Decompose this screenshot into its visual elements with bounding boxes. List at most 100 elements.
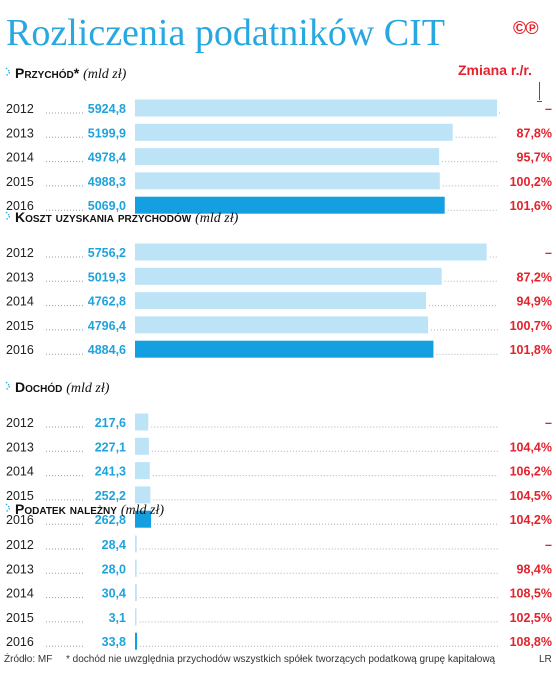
section-1-row-2012-change-label: – [545,102,552,116]
section-2-row-2013-change-label: 87,2% [517,270,552,284]
section-1-row-2015-bar [135,172,440,190]
section-4-row-2012-year-label: 2012 [6,538,34,552]
section-4-row-2016-change-label: 108,8% [510,635,552,649]
section-4-unit: (mld zł) [121,503,165,518]
section-2-row-2014-year-label: 2014 [6,295,34,309]
section-3-row-2012-value-label: 217,6 [95,416,126,430]
section-3-row-2014-value-label: 241,3 [95,465,126,479]
section-2-row-2016-bar [135,340,434,358]
section-2-row-2013-value-label: 5019,3 [88,270,126,284]
section-2-row-2013-year-label: 2013 [6,270,34,284]
section-2-row-2015-change-label: 100,7% [510,319,552,333]
section-1-row-2012-year-label: 2012 [6,102,34,116]
section-3-row-2012-year-label: 2012 [6,416,34,430]
section-1-row-2014-year-label: 2014 [6,151,34,165]
section-4-row-2015-bar [135,608,137,626]
section-4-marker [5,503,11,513]
section-2-row-2016-change-label: 101,8% [510,343,552,357]
section-1-row-2012-value-label: 5924,8 [88,102,126,116]
author-initials: LR [539,654,552,665]
section-4-row-2013-change-label: 98,4% [517,562,552,576]
section-2-row-2016-year-label: 2016 [6,343,34,357]
section-4-row-2013-value-label: 28,0 [102,562,126,576]
section-2-row-2014-bar [135,292,427,310]
section-4-row-2012-change-label: – [545,538,552,552]
section-3-row-2015-year-label: 2015 [6,489,34,503]
section-1-row-2016-change-label: 101,6% [510,199,552,213]
chart-title: Rozliczenia podatników CIT [6,12,445,54]
section-4-row-2012-value-label: 28,4 [102,538,126,552]
section-2-row-2013-bar [135,267,442,285]
section-3-row-2016-value-label: 262,8 [95,513,126,527]
section-1-unit: (mld zł) [83,67,127,82]
footnote: * dochód nie uwzględnia przychodów wszys… [66,654,496,665]
section-4-row-2014-year-label: 2014 [6,587,34,601]
section-2-title-text: Koszt uzyskania przychodów [15,209,195,225]
section-2-row-2015-year-label: 2015 [6,319,34,333]
section-1-row-2015-year-label: 2015 [6,175,34,189]
section-3-row-2015-value-label: 252,2 [95,489,126,503]
section-3-row-2012-bar [135,413,149,431]
section-3-row-2016-year-label: 2016 [6,513,34,527]
section-3-row-2013-bar [135,437,149,455]
section-1-row-2015-change-label: 100,2% [510,175,552,189]
section-1-row-2013-change-label: 87,8% [517,126,552,140]
section-1-row-2014-bar [135,148,440,166]
section-2-row-2012-year-label: 2012 [6,246,34,260]
section-3-title-text: Dochód [15,379,66,395]
section-2-row-2012-bar [135,243,487,261]
section-4-row-2015-year-label: 2015 [6,611,34,625]
section-4-row-2015-change-label: 102,5% [510,611,552,625]
section-1-row-2012-bar [135,99,497,117]
source-note: Źródło: MF [4,654,53,665]
section-3-row-2013-year-label: 2013 [6,440,34,454]
section-2-row-2012-change-label: – [545,246,552,260]
section-4-row-2012-bar [135,535,137,553]
section-3-row-2014-year-label: 2014 [6,465,34,479]
section-2-row-2012-value-label: 5756,2 [88,246,126,260]
section-4-row-2014-value-label: 30,4 [102,587,126,601]
publisher-logo: ©℗ [513,18,539,38]
section-3-row-2016-change-label: 104,2% [510,513,552,527]
section-2-marker [5,211,11,221]
section-1-row-2016-year-label: 2016 [6,199,34,213]
section-3-row-2013-change-label: 104,4% [510,440,552,454]
section-1-row-2014-value-label: 4978,4 [88,151,126,165]
section-1-row-2014-change-label: 95,7% [517,151,552,165]
section-2-row-2015-bar [135,316,429,334]
section-1-title-text: Przychód* [15,65,83,81]
section-3-row-2016-bar [135,510,152,528]
section-2-row-2015-value-label: 4796,4 [88,319,126,333]
section-4-row-2013-bar [135,559,137,577]
section-1-row-2013-bar [135,123,453,141]
section-3-row-2013-value-label: 227,1 [95,440,126,454]
change-column-header: Zmiana r./r. [458,62,532,78]
section-4-title-text: Podatek należny [15,501,121,517]
section-4-row-2015-value-label: 3,1 [109,611,126,625]
section-2-row-2014-change-label: 94,9% [517,295,552,309]
section-2-unit: (mld zł) [195,211,239,226]
section-4-row-2016-year-label: 2016 [6,635,34,649]
section-3-row-2014-change-label: 106,2% [510,465,552,479]
section-4-row-2014-bar [135,584,137,602]
section-2-row-2014-value-label: 4762,8 [88,295,126,309]
section-2-title: Koszt uzyskania przychodów (mld zł) [15,209,239,226]
section-3-row-2012-change-label: – [545,416,552,430]
section-4-row-2016-bar [135,632,138,650]
section-3-title: Dochód (mld zł) [15,379,110,396]
section-1-row-2016-value-label: 5069,0 [88,199,126,213]
section-1-row-2013-year-label: 2013 [6,126,34,140]
section-1-marker [5,67,11,77]
section-2-row-2016-value-label: 4884,6 [88,343,126,357]
section-4-row-2014-change-label: 108,5% [510,587,552,601]
section-4-title: Podatek należny (mld zł) [15,501,164,518]
section-3-unit: (mld zł) [66,381,110,396]
change-column-tick [537,82,542,102]
section-1-title: Przychód* (mld zł) [15,65,127,82]
section-3-row-2015-change-label: 104,5% [510,489,552,503]
section-3-marker [5,381,11,391]
section-3-row-2014-bar [135,462,150,480]
section-4-row-2016-value-label: 33,8 [102,635,126,649]
section-1-row-2015-value-label: 4988,3 [88,175,126,189]
